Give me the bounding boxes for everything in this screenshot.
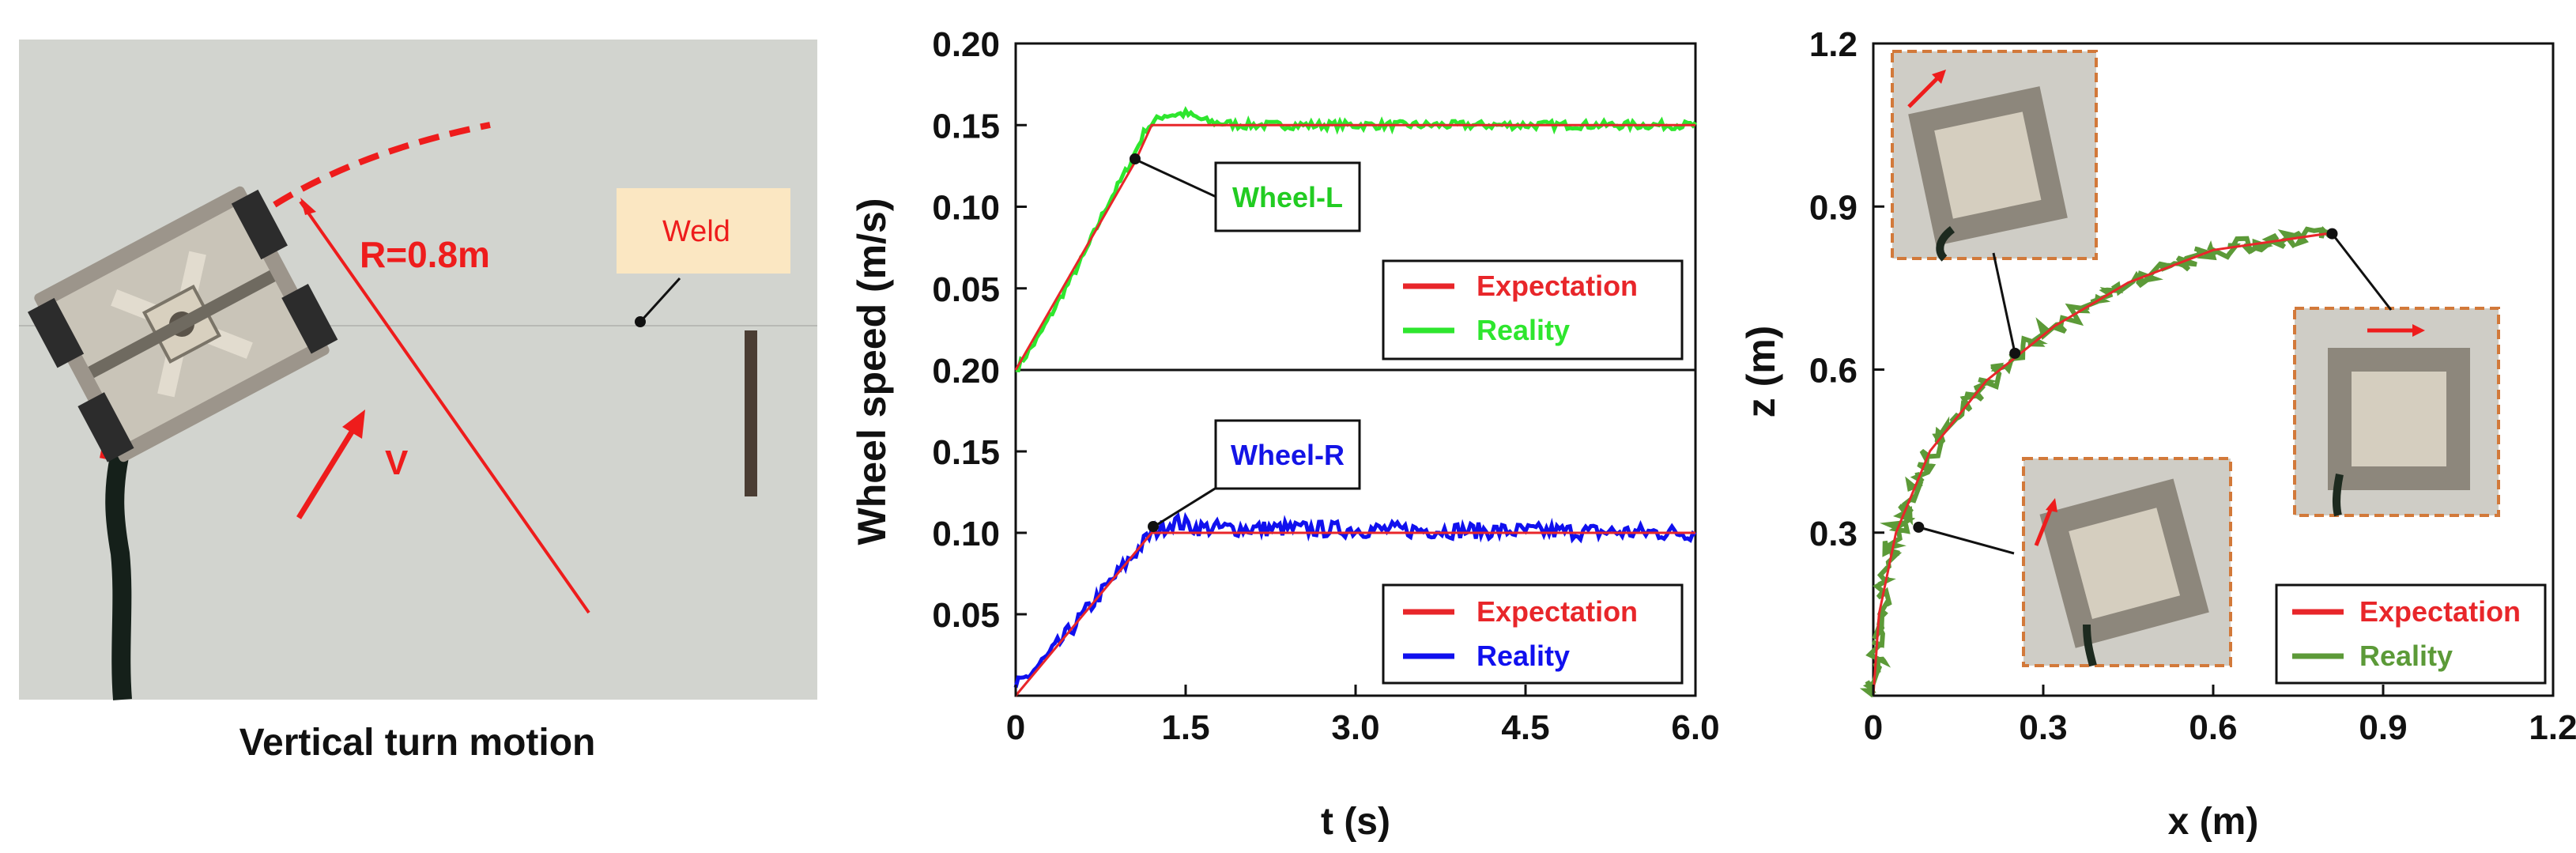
series-top-expectation [1014,123,1695,371]
legend-trajectory: Expectation Reality [2275,583,2547,685]
ytick-label-top: 0.05 [932,270,1000,309]
ytick-label-bottom: 0.05 [932,596,1000,635]
trajectory-marker [2009,347,2021,359]
legend-traj-reality: Reality [2359,640,2453,672]
velocity-arrow [296,421,360,519]
xtick-label-x: 0 [1864,708,1883,747]
xtick-label-time: 6.0 [1671,708,1719,747]
wheel-r-pointer [1153,481,1226,528]
xtick-label-x: 1.2 [2529,708,2576,747]
series-bottom-expectation [1014,531,1695,696]
ylabel-wheel-speed: Wheel speed (m/s) [850,198,894,545]
robot [28,186,338,462]
wheel-r-point [1148,521,1159,532]
legend-top-expectation: Expectation [1477,270,1638,302]
weld-pointer [640,277,681,322]
ytick-label-z: 0.3 [1809,515,1858,553]
legend-top-reality: Reality [1477,314,1570,346]
radius-label: R=0.8m [360,234,490,275]
wheel-speed-chart: 0.05 0.10 0.15 0.20 0.05 0.10 0.15 0.20 0 1.5 3.… [850,25,1720,843]
weld-label: Weld [662,215,730,248]
series-trajectory-expectation [1872,232,2327,696]
xtick-label-x: 0.3 [2019,708,2067,747]
velocity-label: V [385,443,409,482]
xlabel-time: t (s) [1321,801,1390,843]
marker-leader [1918,526,2015,555]
legend-bottom-expectation: Expectation [1477,595,1638,628]
trajectory-marker [2326,228,2338,240]
xtick-label-time: 0 [1006,708,1025,747]
wheel-r-box [1214,419,1361,490]
ylabel-z: z (m) [1739,326,1783,418]
marker-leader [2331,232,2393,311]
robot-cable [105,440,132,700]
ytick-label-bottom: 0.10 [932,515,1000,553]
ytick-label-top: 0.20 [932,25,1000,64]
trajectory-marker [1913,521,1925,533]
xtick-label-time: 1.5 [1161,708,1209,747]
inset-right [2293,307,2500,517]
wheel-l-point [1130,153,1141,164]
weld-point [635,316,646,327]
ytick-label-top: 0.10 [932,189,1000,228]
wheel-r-label: Wheel-R [1231,439,1345,471]
legend-bottom: Expectation Reality [1382,583,1684,685]
xtick-label-x: 0.6 [2189,708,2237,747]
ytick-label-z: 0.6 [1809,352,1858,391]
inset-bottom-left [2022,457,2232,667]
xtick-label-time: 4.5 [1501,708,1549,747]
trajectory-chart: 0.3 0.6 0.9 1.2 0 0.3 0.6 0.9 1.2 z (m) x (m) [1739,25,2576,843]
radius-arrowhead [300,198,316,215]
ruler-bar [745,330,757,496]
inset-top-left [1891,50,2098,262]
ytick-label-top: 0.15 [932,107,1000,145]
ytick-label-bottom: 0.15 [932,433,1000,472]
ytick-label-z: 1.2 [1809,25,1858,64]
legend-bottom-reality: Reality [1477,640,1570,672]
radius-line [299,200,590,614]
wheel-l-pointer [1135,158,1222,201]
xlabel-x: x (m) [2168,801,2259,843]
weld-label-box [617,188,790,274]
robot-photo: R=0.8m V Weld Vertical turn motion [19,40,817,764]
marker-leader [1992,252,2016,354]
xtick-label-x: 0.9 [2359,708,2407,747]
legend-top: Expectation Reality [1382,259,1684,360]
inset-top-left-arrow [1907,74,1942,108]
velocity-arrowhead [342,410,365,439]
inset-bottom-left-arrow [2034,505,2054,546]
xtick-label-time: 3.0 [1331,708,1379,747]
wheel-l-box [1214,161,1361,232]
wheel-l-label: Wheel-L [1232,181,1343,213]
legend-traj-expectation: Expectation [2359,595,2521,628]
photo-caption: Vertical turn motion [239,722,596,764]
ytick-label-z: 0.9 [1809,188,1858,227]
ytick-label-divider: 0.20 [932,352,1000,391]
